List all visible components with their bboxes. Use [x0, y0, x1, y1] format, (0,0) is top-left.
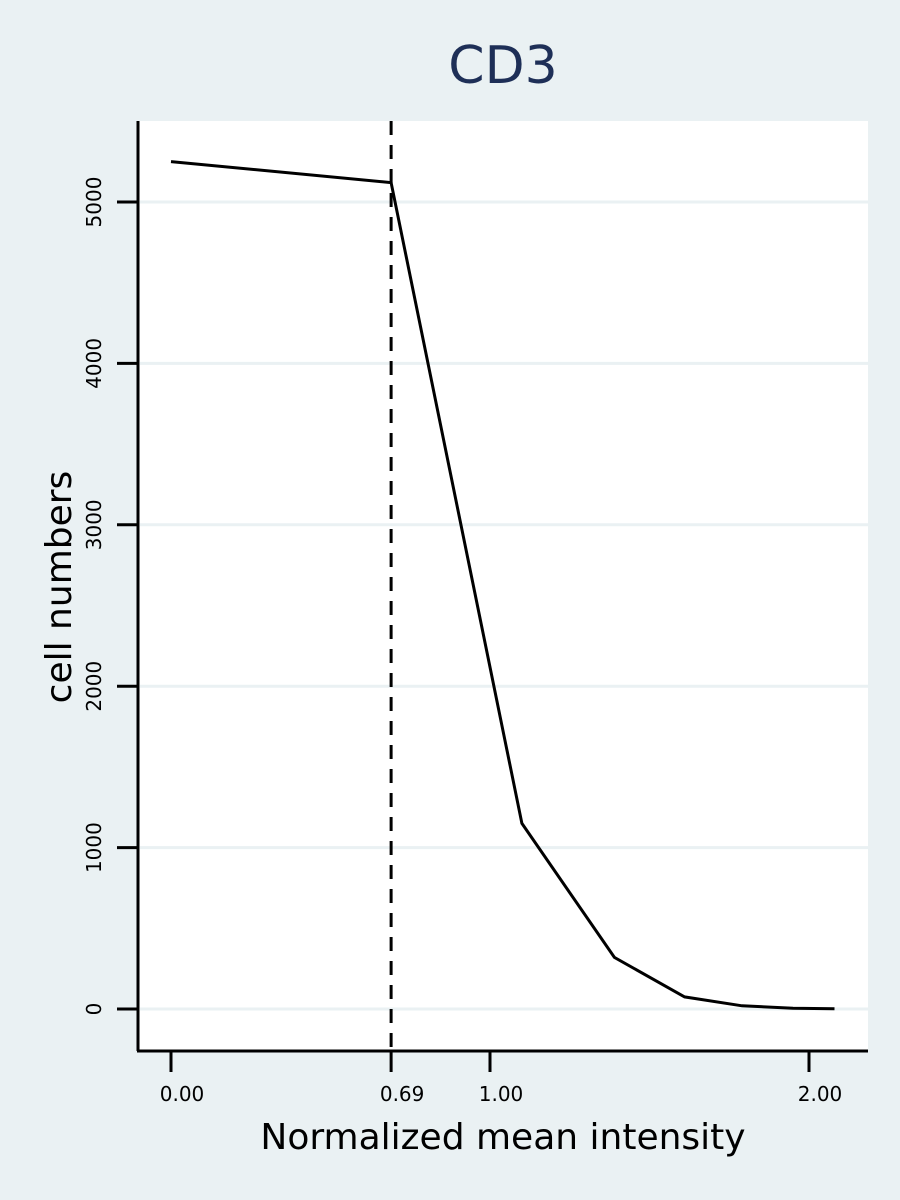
- y-axis-title: cell numbers: [39, 471, 80, 704]
- plot-area: [138, 121, 868, 1050]
- x-tick-label-1.00: 1.00: [479, 1082, 524, 1106]
- chart-title: CD3: [448, 36, 557, 96]
- x-tick-label-2.00: 2.00: [798, 1082, 843, 1106]
- y-tick-label-4000: 4000: [82, 338, 106, 389]
- x-axis-title: Normalized mean intensity: [260, 1117, 745, 1158]
- y-tick-label-0: 0: [82, 1003, 106, 1016]
- y-tick-label-3000: 3000: [82, 499, 106, 550]
- x-tick-label-0.00: 0.00: [160, 1082, 205, 1106]
- series-group: [170, 160, 835, 1011]
- x-tick-label-0.69: 0.69: [380, 1082, 425, 1106]
- y-tick-label-5000: 5000: [82, 177, 106, 228]
- y-axis-ticks: 0 1000 2000 3000 4000 5000: [82, 177, 138, 1016]
- x-axis-ticks: 0.00 0.69 1.00 2.00: [160, 1051, 843, 1106]
- axes: [136, 121, 868, 1053]
- grid-lines: [140, 200, 868, 1011]
- y-tick-label-1000: 1000: [82, 822, 106, 873]
- series-line-0: [170, 160, 835, 1011]
- y-tick-label-2000: 2000: [82, 661, 106, 712]
